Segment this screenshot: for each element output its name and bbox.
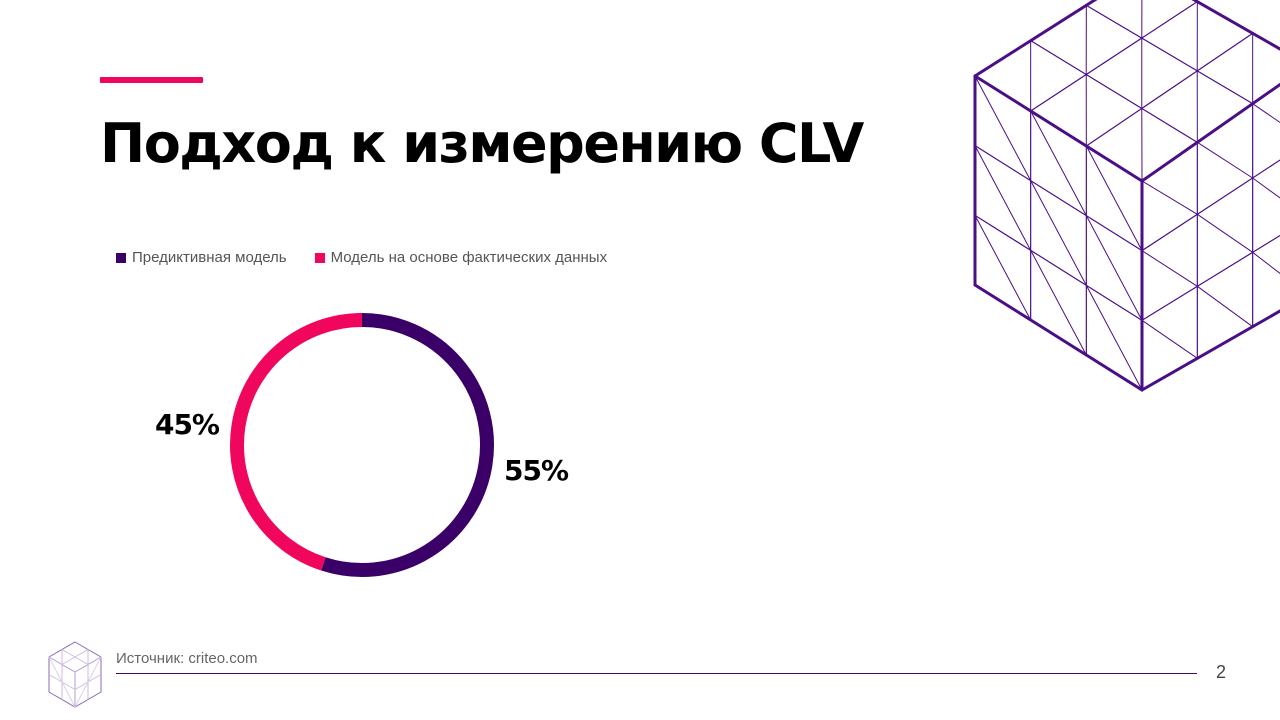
donut-slice-1 <box>321 313 494 577</box>
slice-value-label-2: 45% <box>155 408 220 441</box>
chart-legend: Предиктивная модель Модель на основе фак… <box>116 249 607 266</box>
cube-logo-icon <box>48 641 102 708</box>
page-number: 2 <box>1216 662 1227 682</box>
source-note: Источник: criteo.com <box>116 650 258 667</box>
legend-item-actual: Модель на основе фактических данных <box>314 249 608 266</box>
footer-divider <box>116 673 1197 674</box>
cube-grid-decoration-icon <box>973 0 1280 392</box>
donut-chart: 55% 45% <box>155 313 570 577</box>
slice-value-label-1: 55% <box>504 454 569 487</box>
legend-label-predictive: Предиктивная модель <box>132 249 287 266</box>
title-accent-bar <box>100 77 203 83</box>
donut-slice-2 <box>230 313 363 571</box>
slide-title: Подход к измерению CLV <box>100 112 864 175</box>
legend-item-predictive: Предиктивная модель <box>116 249 287 266</box>
legend-label-actual: Модель на основе фактических данных <box>330 249 608 266</box>
legend-swatch-actual <box>314 252 325 263</box>
legend-swatch-predictive <box>116 252 126 263</box>
